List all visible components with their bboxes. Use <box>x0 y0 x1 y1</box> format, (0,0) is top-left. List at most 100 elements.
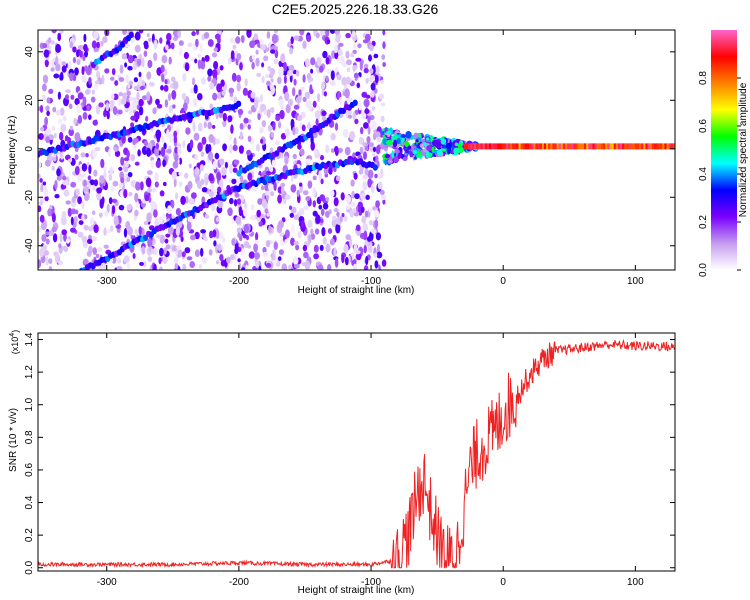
heatmap-cell <box>338 42 344 47</box>
heatmap-cell <box>244 78 248 87</box>
heatmap-cell <box>302 244 308 252</box>
heatmap-cell <box>70 227 76 233</box>
heatmap-cell <box>65 200 71 205</box>
heatmap-cell <box>83 224 89 231</box>
heatmap-cell <box>313 253 319 260</box>
snr-y-label: SNR (10 * v/v) <box>8 408 19 472</box>
x-tick-label: -100 <box>361 577 381 588</box>
heatmap-cell <box>265 240 271 248</box>
heatmap-cell <box>480 143 484 150</box>
heatmap-cell <box>343 215 348 222</box>
heatmap-cell <box>365 255 369 266</box>
heatmap-cell <box>641 143 645 150</box>
heatmap-cell <box>86 105 90 110</box>
heatmap-cell <box>173 177 177 188</box>
heatmap-cell <box>40 183 44 193</box>
heatmap-cell <box>95 253 100 259</box>
heatmap-cell <box>290 36 294 45</box>
heatmap-cell <box>167 205 172 215</box>
heatmap-cell <box>217 243 222 252</box>
heatmap-cell <box>93 179 99 187</box>
spectrogram-heatmap <box>38 30 675 270</box>
heatmap-cell <box>157 216 163 225</box>
heatmap-cell <box>247 244 252 249</box>
heatmap-cell <box>177 145 182 156</box>
heatmap-cell <box>277 256 282 261</box>
heatmap-cell <box>138 226 142 236</box>
heatmap-cell <box>139 261 144 266</box>
heatmap-cell <box>88 114 92 120</box>
heatmap-cell <box>374 173 378 179</box>
heatmap-cell <box>596 143 600 150</box>
heatmap-cell <box>319 244 324 251</box>
heatmap-cell <box>263 55 269 62</box>
heatmap-cell <box>431 146 435 153</box>
heatmap-cell <box>292 87 296 97</box>
heatmap-cell <box>98 265 104 270</box>
heatmap-cell <box>284 155 289 165</box>
heatmap-cell <box>127 65 133 71</box>
heatmap-cell <box>546 143 550 150</box>
heatmap-cell <box>346 67 351 73</box>
heatmap-cell <box>341 254 345 264</box>
heatmap-cell <box>334 122 339 131</box>
heatmap-cell <box>185 127 191 135</box>
heatmap-cell <box>54 179 58 190</box>
heatmap-cell <box>319 218 324 224</box>
heatmap-cell <box>126 150 130 159</box>
heatmap-cell <box>366 236 372 242</box>
heatmap-cell <box>497 143 501 150</box>
heatmap-cell <box>297 230 302 239</box>
heatmap-cell <box>146 170 153 176</box>
colorbar-label: Normalized spectral amplitude <box>738 82 749 217</box>
heatmap-cell <box>175 227 180 236</box>
heatmap-cell <box>145 115 149 122</box>
heatmap-cell <box>83 33 87 43</box>
heatmap-cell <box>293 78 297 86</box>
x-tick-label: -200 <box>229 276 249 287</box>
heatmap-cell <box>77 92 84 100</box>
heatmap-cell <box>330 80 336 86</box>
heatmap-cell <box>204 213 209 220</box>
heatmap-cell <box>617 143 622 150</box>
heatmap-cell <box>375 232 381 241</box>
heatmap-cell <box>278 60 283 67</box>
heatmap-cell <box>68 103 73 110</box>
heatmap-cell <box>236 82 241 92</box>
heatmap-cell <box>59 233 63 243</box>
heatmap-cell <box>280 186 285 195</box>
heatmap-cell <box>374 74 379 84</box>
heatmap-cell <box>275 140 280 145</box>
heatmap-cell <box>160 146 166 157</box>
heatmap-cell <box>118 97 122 107</box>
heatmap-cell <box>352 208 357 214</box>
heatmap-cell <box>245 264 249 270</box>
heatmap-cell <box>266 195 270 201</box>
heatmap-cell <box>191 31 196 37</box>
heatmap-cell <box>363 63 369 70</box>
heatmap-cell <box>154 181 159 188</box>
heatmap-cell <box>349 130 356 141</box>
heatmap-cell <box>106 111 110 120</box>
heatmap-cell <box>153 209 158 218</box>
heatmap-cell <box>48 258 53 264</box>
heatmap-cell <box>127 136 133 143</box>
heatmap-cell <box>128 192 133 197</box>
heatmap-cell <box>239 62 243 71</box>
heatmap-cell <box>207 121 212 130</box>
heatmap-cell <box>384 144 389 149</box>
heatmap-cell <box>363 142 368 148</box>
heatmap-cell <box>207 39 214 47</box>
heatmap-cell <box>248 110 253 115</box>
heatmap-cell <box>380 79 384 84</box>
heatmap-cell <box>172 161 179 169</box>
heatmap-cell <box>280 182 286 188</box>
colorbar-tick-label: 0.8 <box>698 71 709 85</box>
heatmap-cell <box>162 256 168 265</box>
heatmap-cell <box>615 143 619 150</box>
heatmap-cell <box>358 169 364 175</box>
heatmap-cell <box>158 257 162 265</box>
heatmap-cell <box>99 175 105 184</box>
heatmap-cell <box>239 131 243 141</box>
